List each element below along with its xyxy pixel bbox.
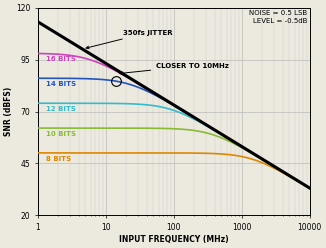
Text: 350fs JITTER: 350fs JITTER: [86, 30, 173, 49]
Text: 10 BITS: 10 BITS: [46, 131, 76, 137]
Text: 14 BITS: 14 BITS: [46, 81, 76, 87]
Text: NOISE = 0.5 LSB
LEVEL = -0.5dB: NOISE = 0.5 LSB LEVEL = -0.5dB: [249, 10, 307, 24]
Text: 16 BITS: 16 BITS: [46, 56, 76, 62]
Text: 8 BITS: 8 BITS: [46, 156, 71, 162]
Text: CLOSER TO 10MHz: CLOSER TO 10MHz: [120, 63, 229, 75]
X-axis label: INPUT FREQUENCY (MHz): INPUT FREQUENCY (MHz): [119, 235, 229, 244]
Text: 12 BITS: 12 BITS: [46, 106, 76, 112]
Y-axis label: SNR (dBFS): SNR (dBFS): [4, 87, 13, 136]
